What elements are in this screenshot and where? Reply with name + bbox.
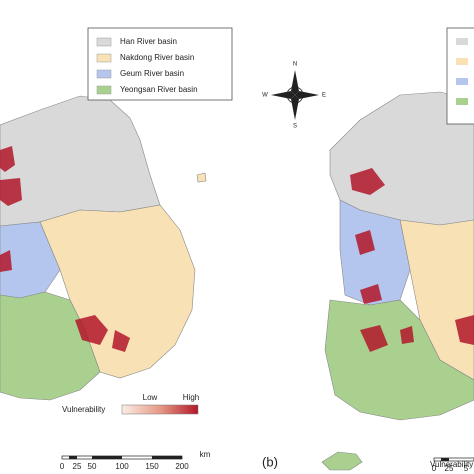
legend-label: Yeongsan River basin bbox=[120, 85, 198, 94]
compass-east: E bbox=[322, 93, 326, 99]
scale-label: 25 bbox=[445, 464, 454, 473]
left-colorbar: Low High Vulnerability bbox=[62, 393, 199, 415]
scale-unit: km bbox=[200, 450, 211, 459]
scale-label: 0 bbox=[60, 462, 65, 471]
legend-swatch bbox=[96, 69, 112, 79]
yeongsan-basin bbox=[0, 291, 101, 401]
colorbar-title: Vulnerability bbox=[430, 460, 473, 469]
legend-label: Han River basin bbox=[120, 37, 177, 46]
scale-label: 50 bbox=[88, 462, 97, 471]
legend-label: Geum River basin bbox=[120, 69, 184, 78]
legend-swatch bbox=[456, 58, 468, 65]
scale-label: 200 bbox=[175, 462, 189, 471]
high-vulnerability-areas bbox=[350, 168, 474, 352]
compass: N S E W bbox=[262, 62, 326, 130]
scale-label: 0 bbox=[432, 464, 437, 473]
colorbar-title: Vulnerability bbox=[62, 405, 105, 414]
compass-south: S bbox=[293, 124, 297, 130]
legend-swatch bbox=[96, 37, 112, 47]
scale-label: 25 bbox=[73, 462, 82, 471]
han-basin bbox=[0, 95, 161, 227]
left-scalebar: 0 25 50 100 150 200 km bbox=[60, 450, 211, 471]
scale-label: 100 bbox=[115, 462, 129, 471]
right-map bbox=[321, 27, 474, 471]
right-scalebar: 0 25 5 bbox=[432, 457, 474, 473]
legend-swatch bbox=[96, 85, 112, 95]
legend-swatch bbox=[456, 98, 468, 105]
panel-label: (b) bbox=[262, 454, 278, 469]
compass-west: W bbox=[262, 93, 268, 99]
compass-north: N bbox=[293, 62, 297, 68]
scale-label: 150 bbox=[145, 462, 159, 471]
legend-swatch bbox=[456, 78, 468, 85]
high-vulnerability-areas bbox=[0, 146, 130, 352]
jeju-island bbox=[321, 451, 363, 471]
colorbar-high: High bbox=[183, 393, 199, 402]
legend-swatch bbox=[456, 38, 468, 45]
legend: Han River basin Nakdong River basin Geum… bbox=[87, 27, 233, 101]
colorbar-low: Low bbox=[143, 393, 158, 402]
legend-swatch bbox=[96, 53, 112, 63]
legend-label: Nakdong River basin bbox=[120, 53, 194, 62]
left-map bbox=[0, 95, 207, 401]
island bbox=[196, 172, 207, 183]
legend-box bbox=[87, 27, 233, 101]
scale-label: 5 bbox=[464, 464, 469, 473]
